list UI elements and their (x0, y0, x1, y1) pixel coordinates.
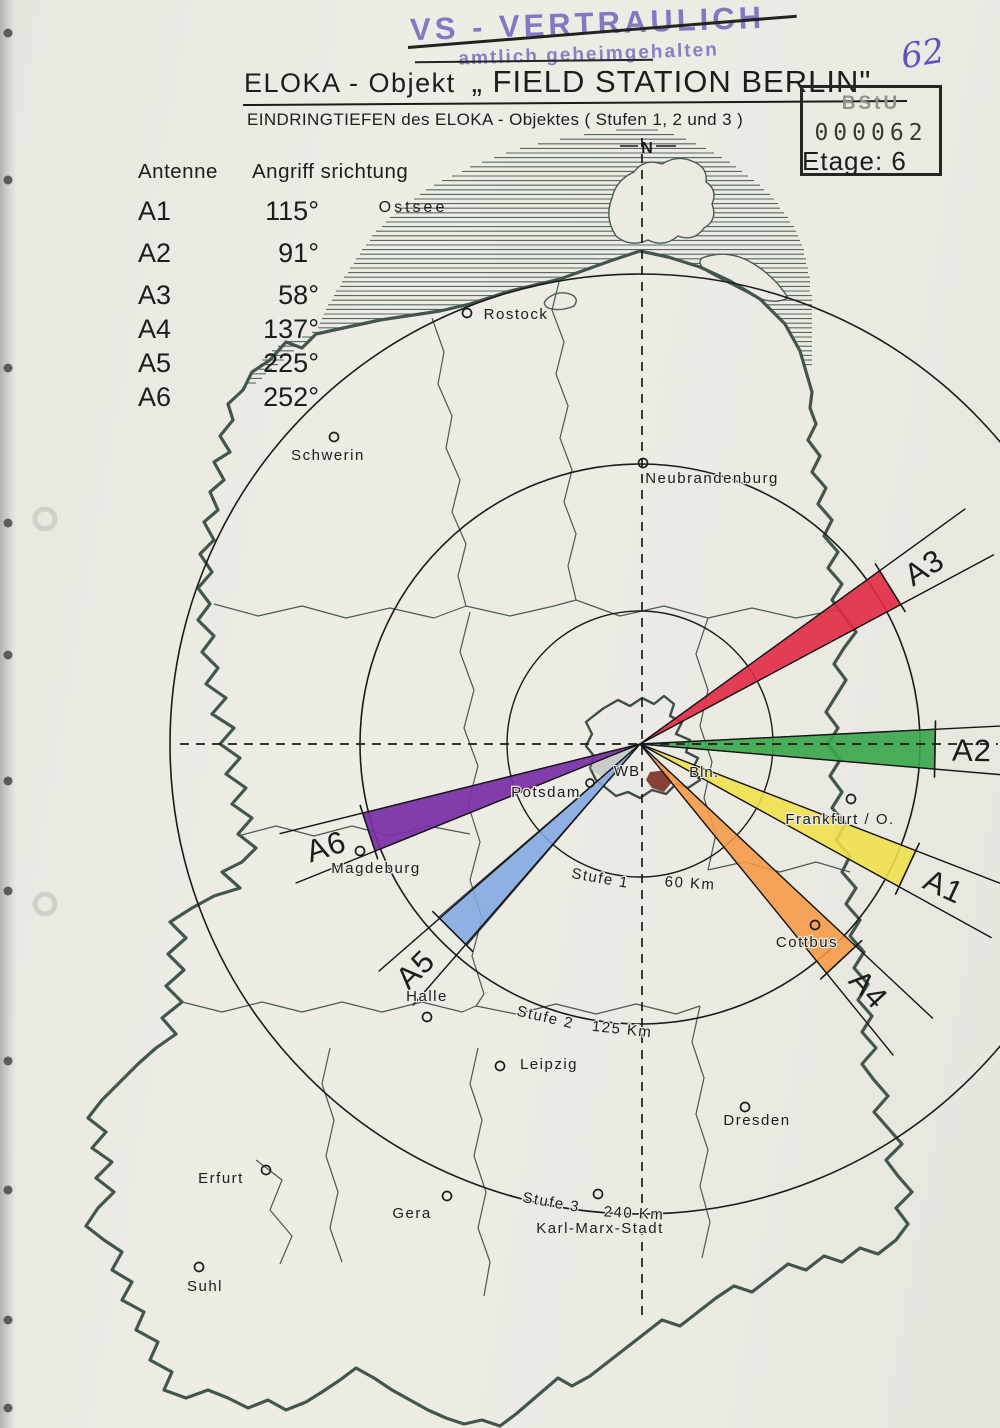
antenna-id: A5 (138, 348, 172, 378)
antenna-wedges: A1 A4 A3 (279, 508, 1000, 1056)
wedge-a4-label: A4 (842, 963, 895, 1016)
ring2-radius: 125 Km (591, 1018, 653, 1041)
wedge-a1-label: A1 (918, 862, 969, 911)
antenna-row: A5 225° (138, 348, 438, 379)
bstu-number: 000062 (814, 120, 928, 146)
wedge-a3: A3 (639, 508, 995, 745)
city-marker-rostock (461, 307, 473, 319)
ring1-radius: 60 Km (664, 873, 716, 894)
city-label-frankfurt: Frankfurt / O. (785, 811, 894, 828)
city-marker-gera (441, 1190, 453, 1202)
city-label-neubrandenburg: Neubrandenburg (645, 470, 779, 487)
berlin-label: Bln. (689, 764, 719, 781)
city-markers (193, 307, 857, 1273)
baltic-islands (543, 157, 789, 311)
page-title: ELOKA - Objekt „ FIELD STATION BERLIN" (244, 64, 871, 100)
city-marker-neubrandenburg (637, 457, 649, 469)
city-label-gera: Gera (392, 1205, 431, 1222)
col-bearing: Angriff srichtung (252, 160, 409, 183)
range-ring-stufe3 (169, 273, 1000, 1215)
city-label-erfurt: Erfurt (198, 1170, 244, 1187)
city-marker-cottbus (809, 919, 821, 931)
ring-labels: Stufe 1 60 Km Stufe 2 125 Km Stufe 3 240… (514, 864, 717, 1225)
city-label-suhl: Suhl (187, 1278, 223, 1295)
antenna-id: A6 (138, 382, 172, 412)
north-marker: N (620, 140, 676, 157)
page-subtitle: EINDRINGTIEFEN des ELOKA - Objektes ( St… (247, 110, 744, 129)
etage-note: Etage: 6 (802, 146, 907, 176)
punch-holes (3, 28, 13, 1413)
antenna-table: Antenne Angriff srichtung A1 115° A2 91° A… (138, 160, 438, 412)
city-label-potsdam: Potsdam (511, 784, 581, 801)
city-marker-halle (421, 1011, 433, 1023)
crosshair-lines (180, 138, 998, 1318)
city-label-cottbus: Cottbus (776, 934, 838, 951)
archive-stamp-box: BStU 000062 (800, 85, 942, 176)
city-label-magdeburg: Magdeburg (331, 860, 420, 877)
antenna-id: A4 (138, 314, 172, 344)
antenna-bearing: 58° (278, 280, 319, 310)
wedge-a4: A4 (639, 743, 934, 1056)
city-marker-erfurt (260, 1164, 272, 1176)
wedge-a3-label: A3 (898, 542, 950, 593)
title-object-name: „ FIELD STATION BERLIN" (471, 64, 872, 99)
antenna-row: A6 252° (138, 382, 438, 413)
city-marker-schwerin (328, 431, 340, 443)
handwritten-page-number: 62 (898, 30, 948, 78)
binder-ring-marks (32, 506, 58, 917)
antenna-bearing: 115° (265, 196, 319, 226)
city-marker-potsdam (585, 778, 595, 788)
antenna-bearing: 252° (263, 382, 319, 412)
city-labels: Rostock Schwerin Neubrandenburg Potsdam … (186, 305, 895, 1297)
antenna-id: A3 (138, 280, 172, 310)
city-label-karl-marx-stadt: Karl-Marx-Stadt (536, 1220, 664, 1237)
north-label: N (641, 140, 653, 157)
gdr-country-border (84, 249, 914, 1428)
city-label-schwerin: Schwerin (291, 447, 365, 464)
antenna-bearing: 137° (263, 314, 319, 344)
antenna-bearing: 91° (278, 238, 319, 268)
sea-label: Ostsee (379, 199, 448, 216)
wedge-a2: A2 (639, 720, 1000, 778)
west-berlin-label: WB (614, 763, 640, 780)
city-label-halle: Halle (406, 988, 448, 1005)
antenna-bearing: 225° (263, 348, 319, 378)
bstu-label: BStU (841, 93, 901, 114)
ring3-name: Stufe 3 (521, 1189, 581, 1216)
city-label-dresden: Dresden (723, 1112, 790, 1129)
scan-edge-shadow (0, 0, 16, 1428)
antenna-row: A3 58° (138, 280, 438, 311)
wedge-a2-label: A2 (952, 733, 993, 769)
ring3-radius: 240 Km (603, 1203, 665, 1223)
city-marker-magdeburg (354, 845, 366, 857)
city-marker-karl-marx-stadt (592, 1188, 604, 1200)
antenna-id: A1 (138, 196, 172, 226)
city-label-rostock: Rostock (484, 306, 549, 323)
ring1-name: Stufe 1 (570, 865, 630, 892)
antenna-row: A4 137° (138, 314, 438, 345)
city-marker-leipzig (494, 1060, 506, 1072)
city-marker-suhl (193, 1261, 205, 1273)
antenna-row: A1 115° (138, 196, 438, 227)
col-antenna: Antenne (138, 160, 218, 183)
city-marker-dresden (739, 1101, 751, 1113)
city-marker-frankfurt (845, 793, 857, 805)
antenna-row: A2 91° (138, 238, 438, 269)
antenna-table-header: Antenne Angriff srichtung (138, 160, 438, 184)
title-prefix: ELOKA - Objekt (244, 68, 456, 98)
antenna-id: A2 (138, 238, 172, 268)
city-label-leipzig: Leipzig (520, 1056, 578, 1073)
